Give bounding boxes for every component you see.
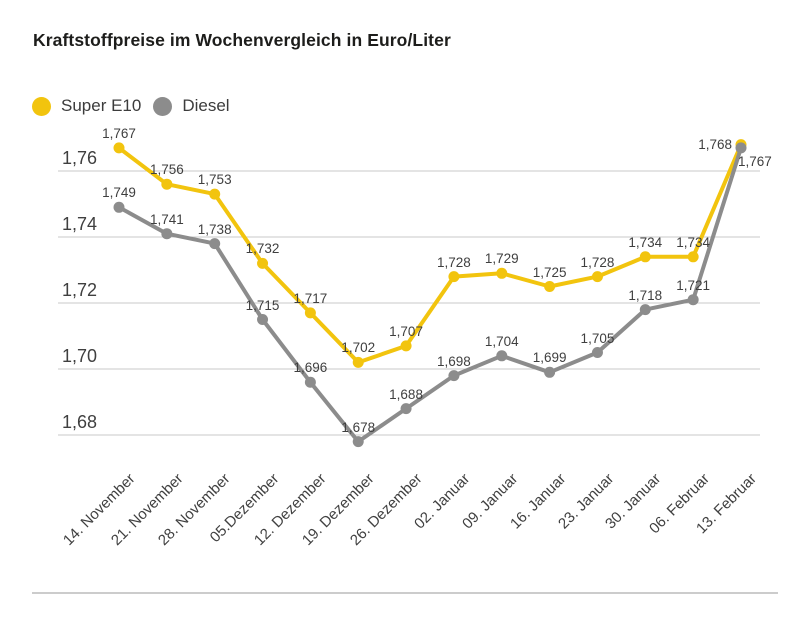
data-label-diesel-13: 1,767 [738,153,772,169]
data-point-diesel-6 [400,403,412,415]
data-label-super-e10-4: 1,717 [293,290,328,306]
data-label-super-e10-11: 1,734 [628,234,663,250]
data-point-diesel-11 [639,304,651,316]
data-label-super-e10-1: 1,756 [149,162,184,178]
legend-marker-diesel-icon [153,96,173,116]
data-point-super-e10-11 [639,251,651,263]
data-label-super-e10-13: 1,768 [698,136,732,152]
data-point-diesel-2 [209,238,221,250]
legend-item-diesel: Diesel [153,96,230,116]
data-point-super-e10-6 [400,340,412,352]
y-axis-label: 1,68 [62,412,98,432]
data-point-diesel-8 [496,350,508,362]
data-point-diesel-3 [257,314,269,325]
data-label-diesel-12: 1,721 [676,277,711,293]
data-point-diesel-10 [591,347,603,358]
data-label-diesel-3: 1,715 [245,297,280,313]
data-label-diesel-8: 1,704 [484,333,519,349]
y-axis-label: 1,76 [62,148,98,168]
data-label-super-e10-9: 1,725 [532,264,567,280]
data-point-super-e10-5 [352,356,364,368]
data-label-super-e10-3: 1,732 [245,241,280,257]
data-label-diesel-9: 1,699 [532,350,567,366]
data-point-super-e10-9 [544,281,556,292]
bottom-separator [32,592,778,594]
data-label-super-e10-5: 1,702 [341,340,376,356]
data-point-super-e10-12 [687,251,699,263]
data-label-super-e10-12: 1,734 [676,234,711,250]
data-point-diesel-13 [735,142,747,154]
data-point-super-e10-8 [496,267,508,279]
y-axis-label: 1,72 [62,280,98,300]
y-axis-label: 1,70 [62,346,98,366]
data-point-diesel-1 [161,228,173,240]
data-label-diesel-0: 1,749 [102,185,136,201]
legend-item-super-e10: Super E10 [32,96,141,116]
data-point-diesel-0 [113,201,125,213]
data-point-super-e10-7 [448,271,460,283]
data-label-super-e10-0: 1,767 [102,125,136,141]
series-line-super-e10 [117,143,743,365]
data-label-diesel-1: 1,741 [149,211,184,227]
y-axis-label: 1,74 [62,214,98,234]
series-line-diesel [118,147,743,444]
data-label-diesel-11: 1,718 [628,287,663,303]
data-label-super-e10-6: 1,707 [389,323,423,339]
data-label-diesel-2: 1,738 [197,221,232,237]
legend-marker-super-e10-icon [32,96,51,116]
data-point-diesel-9 [544,366,556,378]
data-label-diesel-5: 1,678 [341,419,376,435]
chart-title: Kraftstoffpreise im Wochenvergleich in E… [33,30,451,50]
data-point-super-e10-10 [591,271,603,283]
data-label-super-e10-8: 1,729 [484,251,519,267]
legend-label-super-e10: Super E10 [61,96,142,115]
data-label-super-e10-10: 1,728 [580,254,615,270]
data-point-diesel-7 [448,370,460,382]
data-label-super-e10-2: 1,753 [197,172,232,188]
data-label-diesel-4: 1,696 [293,360,328,376]
data-point-super-e10-1 [161,178,173,190]
data-point-super-e10-3 [257,257,269,269]
legend: Super E10 Diesel [32,96,230,116]
legend-label-diesel: Diesel [182,96,230,115]
data-point-diesel-12 [687,294,699,306]
data-point-diesel-4 [304,376,316,388]
data-point-super-e10-2 [209,188,221,200]
data-label-diesel-6: 1,688 [389,386,423,402]
data-point-diesel-5 [352,436,364,448]
data-label-diesel-10: 1,705 [580,330,615,346]
data-label-super-e10-7: 1,728 [437,254,471,270]
data-point-super-e10-4 [304,307,316,319]
data-label-diesel-7: 1,698 [437,353,471,369]
data-point-super-e10-0 [113,142,125,154]
